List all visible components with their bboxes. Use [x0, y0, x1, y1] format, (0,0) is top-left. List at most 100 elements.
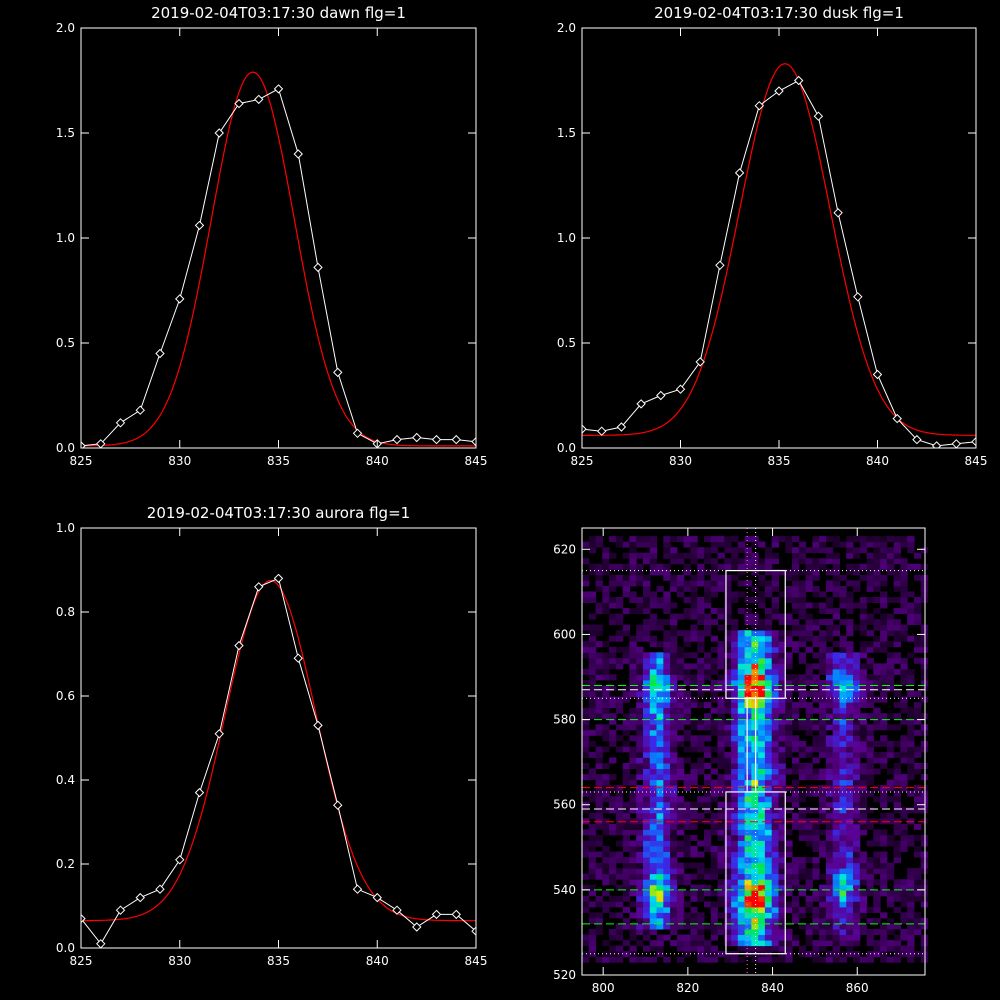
- heatmap-cell: [683, 846, 691, 852]
- region-box: [746, 697, 757, 793]
- heatmap-cell: [704, 663, 712, 670]
- heatmap-cell: [683, 901, 691, 908]
- heatmap-cell: [914, 790, 922, 797]
- heatmap-cell: [683, 923, 691, 930]
- heatmap-cell: [595, 918, 603, 924]
- heatmap-cell: [643, 729, 651, 736]
- heatmap-cell: [744, 934, 752, 941]
- heatmap-cell: [582, 790, 590, 797]
- heatmap-cell: [839, 691, 847, 697]
- heatmap-cell: [744, 563, 752, 570]
- heatmap-cell: [893, 801, 901, 808]
- heatmap-cell: [839, 707, 847, 714]
- heatmap-cell: [697, 884, 705, 891]
- heatmap-cell: [839, 923, 847, 930]
- heatmap-cell: [663, 774, 671, 781]
- heatmap-cell: [656, 663, 664, 670]
- heatmap-cell: [880, 641, 888, 648]
- heatmap-cell: [582, 746, 590, 753]
- heatmap-cell: [839, 840, 847, 847]
- heatmap-cell: [602, 818, 610, 825]
- heatmap-cell: [717, 862, 725, 869]
- heatmap-cell: [764, 707, 773, 714]
- heatmap-cell: [615, 796, 624, 803]
- heatmap-cell: [595, 807, 603, 814]
- heatmap-cell: [839, 807, 847, 814]
- heatmap-cell: [778, 895, 786, 902]
- heatmap-cell: [683, 862, 691, 869]
- heatmap-cell: [609, 740, 617, 747]
- heatmap-cell: [785, 851, 793, 858]
- heatmap-cell: [859, 751, 868, 758]
- heatmap-cell: [792, 558, 800, 565]
- heatmap-cell: [792, 763, 800, 769]
- heatmap-cell: [920, 951, 929, 958]
- heatmap-cell: [649, 563, 658, 570]
- heatmap-cell: [846, 657, 854, 664]
- heatmap-cell: [731, 597, 739, 603]
- heatmap-cell: [588, 740, 597, 747]
- heatmap-cell: [825, 801, 834, 808]
- heatmap-cell: [825, 602, 834, 609]
- heatmap-cell: [914, 785, 922, 792]
- heatmap-cell: [805, 613, 813, 620]
- heatmap-cell: [676, 868, 685, 875]
- dawn-line-plot: 825 830 835 840 8450.00.51.01.52.02019-02-04…: [56, 4, 488, 468]
- heatmap-cell: [663, 873, 671, 880]
- heatmap-cell: [629, 796, 637, 803]
- heatmap-cell: [771, 702, 779, 709]
- heatmap-cell: [819, 635, 827, 642]
- heatmap-cell: [663, 713, 671, 720]
- heatmap-cell: [683, 680, 691, 686]
- heatmap-cell: [805, 895, 813, 902]
- heatmap-cell: [771, 668, 779, 675]
- heatmap-cell: [785, 768, 793, 775]
- heatmap-cell: [785, 934, 793, 941]
- heatmap-cell: [778, 940, 786, 947]
- heatmap-cell: [758, 768, 766, 775]
- heatmap-cell: [792, 934, 800, 941]
- heatmap-cell: [649, 602, 658, 609]
- heatmap-cell: [710, 558, 718, 565]
- heatmap-cell: [893, 713, 901, 720]
- heatmap-cell: [683, 785, 691, 792]
- heatmap-cell: [914, 646, 922, 653]
- heatmap-cell: [731, 857, 739, 864]
- heatmap-cell: [886, 768, 895, 775]
- heatmap-cell: [643, 790, 651, 797]
- heatmap-cell: [676, 829, 685, 836]
- heatmap-cell: [758, 879, 766, 886]
- heatmap-cell: [690, 945, 698, 952]
- heatmap-cell: [744, 674, 752, 681]
- heatmap-cell: [697, 840, 705, 847]
- heatmap-cell: [798, 624, 807, 631]
- heatmap-cell: [663, 740, 671, 747]
- heatmap-cell: [744, 608, 752, 614]
- heatmap-cell: [629, 663, 637, 670]
- heatmap-cell: [622, 829, 630, 836]
- heatmap-cell: [893, 585, 901, 592]
- heatmap-cell: [900, 657, 908, 664]
- heatmap-cell: [615, 613, 624, 620]
- heatmap-cell: [676, 796, 685, 803]
- heatmap-cell: [717, 851, 725, 858]
- heatmap-cell: [825, 713, 834, 720]
- heatmap-cell: [853, 729, 861, 736]
- heatmap-cell: [643, 862, 651, 869]
- heatmap-cell: [880, 879, 888, 886]
- heatmap-cell: [663, 608, 671, 614]
- x-tick-label: 845: [465, 954, 488, 968]
- heatmap-cell: [683, 818, 691, 825]
- heatmap-cell: [778, 569, 786, 576]
- heatmap-cell: [609, 696, 617, 703]
- heatmap-cell: [873, 696, 881, 703]
- heatmap-cell: [758, 591, 766, 598]
- heatmap-cell: [676, 691, 685, 697]
- heatmap-cell: [758, 779, 766, 786]
- heatmap-cell: [751, 868, 759, 875]
- heatmap-cell: [764, 884, 773, 891]
- heatmap-cell: [636, 630, 644, 637]
- heatmap-cell: [914, 619, 922, 626]
- heatmap-cell: [656, 652, 664, 659]
- heatmap-cell: [832, 956, 840, 963]
